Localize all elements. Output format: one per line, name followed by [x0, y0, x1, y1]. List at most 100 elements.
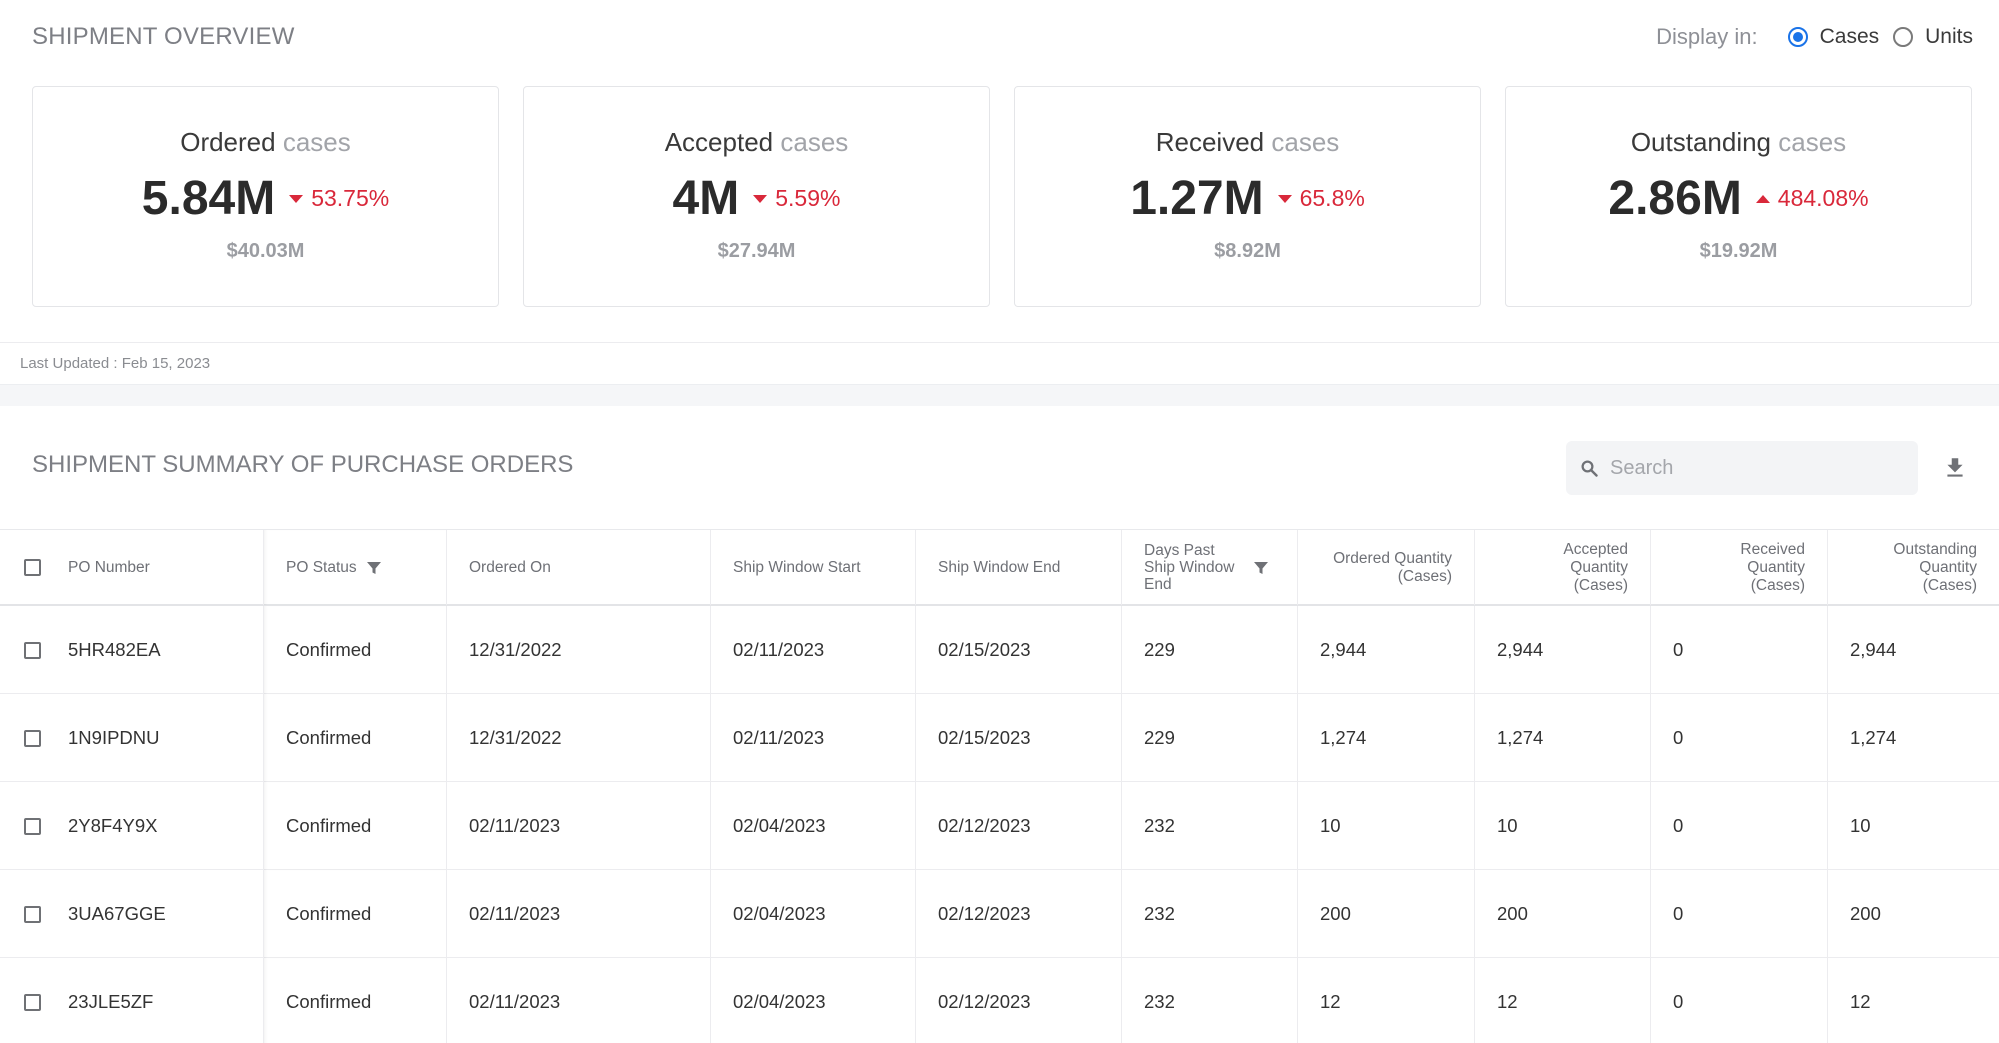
column-header-po-number[interactable]: PO Number: [46, 530, 263, 605]
cell-po-status: Confirmed: [263, 694, 446, 782]
cell-value: 200: [1320, 903, 1351, 924]
cell-value: 02/15/2023: [938, 639, 1031, 660]
cell-value: 02/04/2023: [733, 903, 826, 924]
row-checkbox[interactable]: [24, 729, 41, 747]
cell-ordered-qty: 1,274: [1297, 694, 1474, 782]
table-row[interactable]: 23JLE5ZF Confirmed 02/11/2023 02/04/2023 02/…: [0, 958, 1999, 1043]
cell-value: 5HR482EA: [68, 639, 161, 660]
cell-accepted-qty: 2,944: [1474, 606, 1650, 694]
cell-value: 02/11/2023: [733, 727, 825, 748]
kpi-unit: cases: [1271, 127, 1340, 157]
column-header-po-status[interactable]: PO Status: [263, 530, 446, 605]
row-checkbox[interactable]: [24, 817, 41, 835]
cell-value: 12: [1850, 991, 1871, 1012]
column-header-days-past[interactable]: Days Past Ship Window End: [1121, 530, 1297, 605]
cell-days-past: 229: [1121, 606, 1297, 694]
cell-value: 2Y8F4Y9X: [68, 815, 158, 836]
column-header-label: PO Status: [286, 558, 357, 576]
cell-accepted-qty: 1,274: [1474, 694, 1650, 782]
trend-down-icon: [1277, 194, 1292, 203]
kpi-label-text: Outstanding: [1630, 127, 1772, 157]
cell-value: 02/15/2023: [938, 727, 1031, 748]
column-header-label: PO Number: [68, 558, 150, 576]
cell-value: 0: [1673, 815, 1684, 836]
cell-value: 02/11/2023: [469, 903, 561, 924]
table-row[interactable]: 3UA67GGE Confirmed 02/11/2023 02/04/2023 02/…: [0, 870, 1999, 958]
column-header-label: Days Past Ship Window End: [1144, 542, 1235, 593]
kpi-card-outstanding: Outstanding cases 2.86M 484.08% $19.92M: [1505, 86, 1972, 307]
search-input[interactable]: [1610, 456, 1890, 480]
cell-accepted-qty: 12: [1474, 958, 1650, 1043]
column-header-label: Ordered Quantity (Cases): [1333, 549, 1452, 585]
kpi-cards: Ordered cases 5.84M 53.75% $40.03M Accep…: [32, 86, 1972, 307]
cell-po-status: Confirmed: [263, 606, 446, 694]
table-row[interactable]: 1N9IPDNU Confirmed 12/31/2022 02/11/2023 02/…: [0, 694, 1999, 782]
row-select-cell: [0, 606, 60, 694]
table-row[interactable]: 5HR482EA Confirmed 12/31/2022 02/11/2023 02/…: [0, 606, 1999, 694]
kpi-value: 5.84M: [141, 172, 276, 225]
cell-value: 2,944: [1850, 639, 1897, 660]
download-icon[interactable]: [1942, 455, 1968, 481]
column-header-label: Ship Window End: [938, 558, 1061, 576]
filter-icon[interactable]: [1254, 561, 1268, 575]
cell-days-past: 232: [1121, 958, 1297, 1043]
column-header-ordered-on[interactable]: Ordered On: [446, 530, 710, 605]
kpi-unit: cases: [780, 127, 849, 157]
column-header-outstanding-qty[interactable]: Outstanding Quantity (Cases): [1827, 530, 1999, 605]
row-checkbox[interactable]: [24, 905, 41, 923]
cell-value: 10: [1850, 815, 1871, 836]
trend-down-icon: [289, 194, 304, 203]
cell-ordered-qty: 200: [1297, 870, 1474, 958]
table-row[interactable]: 2Y8F4Y9X Confirmed 02/11/2023 02/04/2023 02/…: [0, 782, 1999, 870]
cell-value: 02/04/2023: [733, 815, 826, 836]
cell-value: 02/11/2023: [469, 815, 561, 836]
cell-ship-window-end: 02/12/2023: [915, 782, 1121, 870]
cell-value: Confirmed: [286, 903, 372, 924]
table-header: PO Number PO Status Ordered On Ship Wind…: [0, 529, 1999, 606]
row-checkbox[interactable]: [24, 993, 41, 1011]
column-header-ordered-qty[interactable]: Ordered Quantity (Cases): [1297, 530, 1474, 605]
column-header-received-qty[interactable]: Received Quantity (Cases): [1650, 530, 1827, 605]
radio-units[interactable]: Units: [1893, 25, 1973, 49]
cell-po-number[interactable]: 3UA67GGE: [46, 870, 263, 958]
search-box[interactable]: [1566, 441, 1918, 495]
cell-ordered-on: 02/11/2023: [446, 958, 710, 1043]
row-checkbox[interactable]: [24, 641, 41, 659]
cell-outstanding-qty: 10: [1827, 782, 1999, 870]
cell-ordered-qty: 10: [1297, 782, 1474, 870]
column-header-ship-window-end[interactable]: Ship Window End: [915, 530, 1121, 605]
cell-value: 0: [1673, 639, 1684, 660]
cell-value: Confirmed: [286, 815, 372, 836]
radio-cases-circle[interactable]: [1787, 27, 1808, 47]
cell-po-number[interactable]: 2Y8F4Y9X: [46, 782, 263, 870]
kpi-change: 484.08%: [1755, 185, 1869, 212]
cell-ordered-on: 12/31/2022: [446, 694, 710, 782]
filter-icon[interactable]: [366, 561, 381, 575]
cell-po-number[interactable]: 23JLE5ZF: [46, 958, 263, 1043]
last-updated-text: Last Updated : Feb 15, 2023: [20, 355, 211, 372]
shipment-overview-section: SHIPMENT OVERVIEW Display in: Cases Unit…: [0, 0, 1999, 342]
cell-value: 3UA67GGE: [68, 903, 166, 924]
cell-value: 2,944: [1320, 639, 1367, 660]
kpi-money: $27.94M: [717, 240, 796, 262]
select-all-checkbox[interactable]: [24, 559, 41, 576]
cell-value: 02/12/2023: [938, 991, 1031, 1012]
kpi-card-received: Received cases 1.27M 65.8% $8.92M: [1014, 86, 1481, 307]
radio-units-circle[interactable]: [1893, 27, 1914, 47]
cell-value: Confirmed: [286, 727, 372, 748]
cell-value: 1,274: [1497, 727, 1544, 748]
column-header-ship-window-start[interactable]: Ship Window Start: [710, 530, 915, 605]
radio-units-label: Units: [1925, 25, 1973, 48]
cell-po-number[interactable]: 1N9IPDNU: [46, 694, 263, 782]
cell-value: 1,274: [1320, 727, 1367, 748]
kpi-label: Ordered cases: [33, 127, 498, 158]
radio-cases[interactable]: Cases: [1787, 25, 1879, 49]
column-header-accepted-qty[interactable]: Accepted Quantity (Cases): [1474, 530, 1650, 605]
cell-days-past: 232: [1121, 782, 1297, 870]
kpi-value: 4M: [672, 172, 740, 225]
cell-po-number[interactable]: 5HR482EA: [46, 606, 263, 694]
row-select-cell: [0, 694, 60, 782]
select-all-cell: [0, 530, 60, 605]
cell-value: Confirmed: [286, 991, 372, 1012]
kpi-value-row: 2.86M 484.08%: [1506, 171, 1971, 226]
